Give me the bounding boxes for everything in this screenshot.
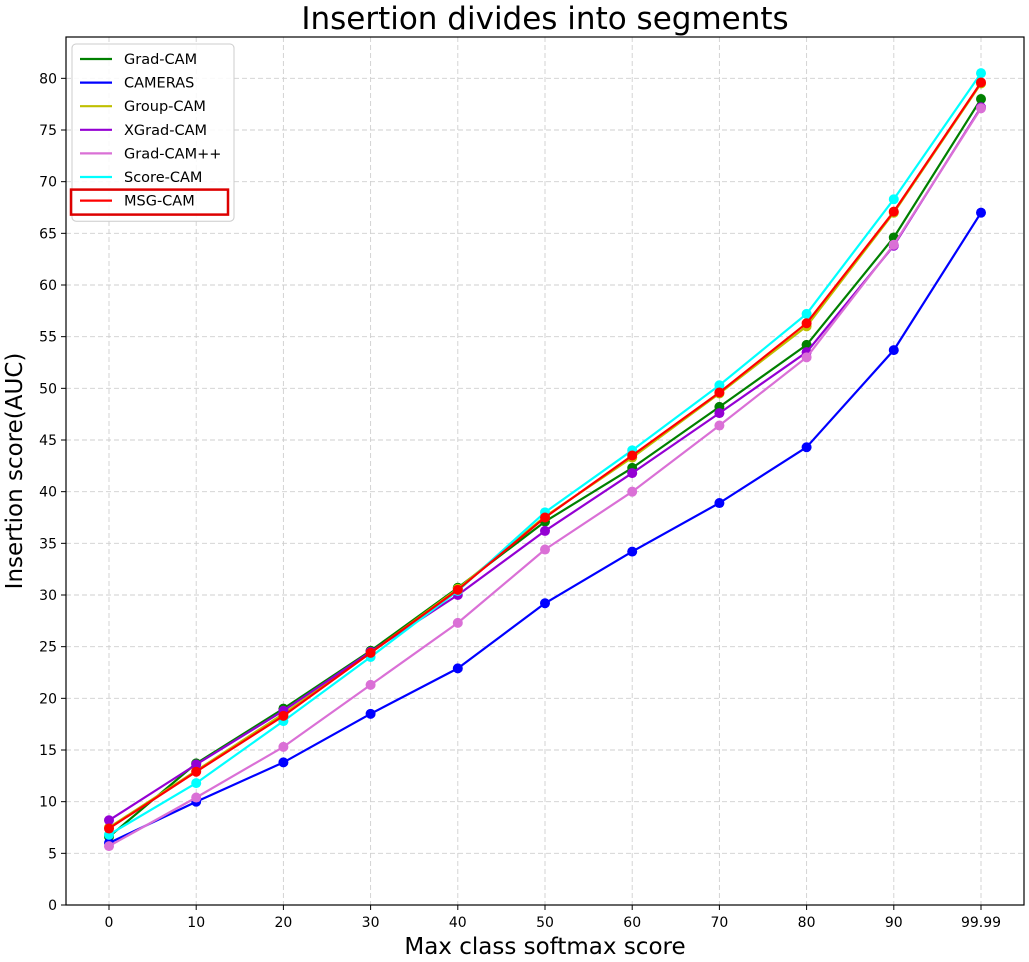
y-tick-label: 50 xyxy=(39,381,57,397)
x-tick-label: 70 xyxy=(710,915,728,931)
series-grad-camplusplus xyxy=(104,103,986,852)
gridlines xyxy=(66,37,1024,906)
data-point-msg-cam xyxy=(801,318,812,329)
x-tick-label: 40 xyxy=(449,915,467,931)
x-tick-label: 20 xyxy=(274,915,292,931)
data-point-msg-cam xyxy=(452,584,463,595)
x-tick-label: 10 xyxy=(187,915,205,931)
y-tick-label: 25 xyxy=(39,640,57,656)
data-point-grad-camplusplus xyxy=(976,103,986,114)
data-point-grad-camplusplus xyxy=(714,420,725,431)
y-tick-label: 40 xyxy=(39,485,57,501)
data-point-grad-camplusplus xyxy=(627,486,638,497)
y-tick-label: 65 xyxy=(39,226,57,242)
legend-item-grad-cam[interactable]: Grad-CAM xyxy=(80,52,197,68)
data-point-grad-camplusplus xyxy=(365,679,376,690)
x-tick-label: 60 xyxy=(623,915,641,931)
legend[interactable]: Grad-CAM CAMERAS Group-CAM XGrad-CAM Grad-CA… xyxy=(69,43,235,222)
data-point-grad-camplusplus xyxy=(191,792,202,803)
y-tick-label: 35 xyxy=(39,536,57,552)
data-point-score-cam xyxy=(191,778,202,789)
axes: 0 5 10 15 20 25 30 35 40 45 50 55 60 65 70 75 80 0 10 20 30 4… xyxy=(39,71,1001,931)
data-point-msg-cam xyxy=(278,710,289,721)
y-tick-label: 0 xyxy=(48,898,57,914)
y-tick-label: 70 xyxy=(39,175,57,191)
y-tick-label: 15 xyxy=(39,743,57,759)
series-cameras xyxy=(104,207,986,848)
series-msg-cam xyxy=(104,77,986,834)
data-point-grad-camplusplus xyxy=(278,741,289,752)
data-point-cameras xyxy=(627,546,638,557)
data-point-cameras xyxy=(801,442,812,453)
data-point-msg-cam xyxy=(104,823,114,834)
legend-item-grad-camplusplus[interactable]: Grad-CAM++ xyxy=(80,146,221,162)
legend-label: Grad-CAM xyxy=(124,52,197,68)
y-tick-label: 10 xyxy=(39,795,57,811)
y-axis-label: Insertion score(AUC) xyxy=(2,353,28,590)
data-point-grad-cam xyxy=(976,94,986,104)
x-tick-label: 90 xyxy=(885,915,903,931)
y-tick-label: 5 xyxy=(48,846,57,862)
data-point-msg-cam xyxy=(540,512,550,523)
x-tick-label: 30 xyxy=(362,915,380,931)
data-point-grad-camplusplus xyxy=(540,544,550,555)
y-tick-label: 20 xyxy=(39,691,57,707)
data-point-xgrad-cam xyxy=(627,468,638,479)
legend-label: Score-CAM xyxy=(124,170,202,186)
data-point-cameras xyxy=(278,757,289,768)
data-point-score-cam xyxy=(888,194,899,205)
legend-box xyxy=(71,43,235,222)
data-point-score-cam xyxy=(714,380,725,391)
data-point-msg-cam xyxy=(888,206,899,217)
legend-item-msg-cam[interactable]: MSG-CAM xyxy=(80,194,195,210)
data-point-msg-cam xyxy=(714,387,725,398)
data-point-cameras xyxy=(452,663,463,674)
data-point-cameras xyxy=(976,207,986,218)
legend-label: XGrad-CAM xyxy=(124,123,207,139)
x-tick-label: 50 xyxy=(536,915,554,931)
y-tick-label: 45 xyxy=(39,433,57,449)
x-tick-label: 99.99 xyxy=(961,915,1001,931)
data-point-score-cam xyxy=(801,308,812,319)
data-point-msg-cam xyxy=(191,766,202,777)
legend-label: MSG-CAM xyxy=(124,194,195,210)
data-point-grad-camplusplus xyxy=(888,239,899,250)
legend-item-group-cam[interactable]: Group-CAM xyxy=(80,99,206,115)
data-point-grad-camplusplus xyxy=(452,617,463,628)
data-point-cameras xyxy=(888,345,899,356)
data-point-msg-cam xyxy=(976,77,986,88)
data-point-grad-camplusplus xyxy=(801,352,812,363)
data-point-msg-cam xyxy=(627,450,638,461)
data-point-cameras xyxy=(540,598,550,609)
data-point-msg-cam xyxy=(365,647,376,658)
y-tick-label: 55 xyxy=(39,330,57,346)
data-point-score-cam xyxy=(976,68,986,79)
y-tick-label: 30 xyxy=(39,588,57,604)
x-tick-label: 80 xyxy=(798,915,816,931)
legend-item-score-cam[interactable]: Score-CAM xyxy=(80,170,202,186)
legend-item-cameras[interactable]: CAMERAS xyxy=(80,76,194,92)
data-point-xgrad-cam xyxy=(540,525,550,536)
legend-label: Grad-CAM++ xyxy=(124,146,221,162)
legend-highlight-box xyxy=(69,188,230,216)
y-tick-label: 60 xyxy=(39,278,57,294)
legend-label: CAMERAS xyxy=(124,76,194,92)
y-tick-label: 75 xyxy=(39,123,57,139)
x-tick-label: 0 xyxy=(105,915,114,931)
x-axis-label: Max class softmax score xyxy=(404,934,685,958)
data-point-grad-camplusplus xyxy=(104,841,114,852)
data-point-xgrad-cam xyxy=(714,408,725,419)
legend-label: Group-CAM xyxy=(124,99,206,115)
legend-item-xgrad-cam[interactable]: XGrad-CAM xyxy=(80,123,207,139)
data-point-cameras xyxy=(365,708,376,719)
data-point-cameras xyxy=(714,498,725,509)
chart-title: Insertion divides into segments xyxy=(301,1,788,37)
data-point-xgrad-cam xyxy=(104,815,114,826)
y-tick-label: 80 xyxy=(39,71,57,87)
data-point-xgrad-cam xyxy=(191,759,202,770)
series-lines xyxy=(104,68,986,852)
